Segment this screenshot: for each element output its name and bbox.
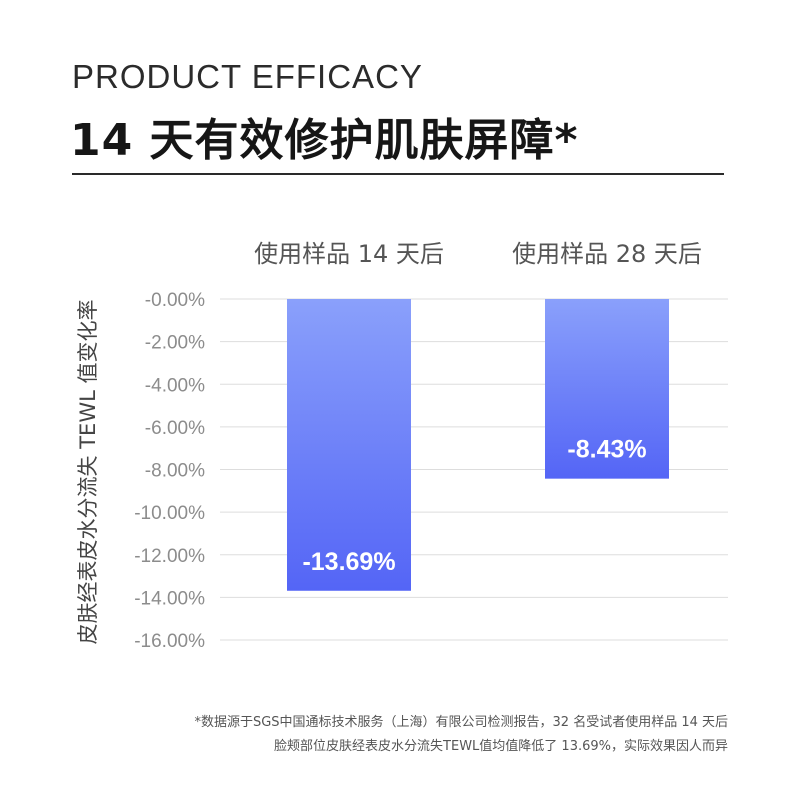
bar (545, 299, 669, 479)
y-tick-label: -8.00% (145, 461, 205, 482)
y-tick-label: -0.00% (145, 290, 205, 311)
data-label: -8.43% (567, 436, 646, 464)
footnote-line-2: 脸颊部位皮肤经表皮水分流失TEWL值均值降低了 13.69%，实际效果因人而异 (274, 739, 728, 754)
title-divider (72, 173, 724, 175)
y-axis-label: 皮肤经表皮水分流失 TEWL 值变化率 (76, 300, 100, 645)
y-tick-label: -4.00% (145, 375, 205, 396)
y-tick-label: -14.00% (134, 588, 205, 609)
y-tick-label: -2.00% (145, 333, 205, 354)
bar (287, 299, 411, 591)
category-label: 使用样品 14 天后 (254, 240, 444, 268)
y-tick-label: -16.00% (134, 631, 205, 652)
page-title: 14 天有效修护肌肤屏障* (70, 115, 579, 166)
bar-chart: -0.00% -2.00% -4.00% -6.00% -8.00% -10.00% -12… (76, 240, 728, 652)
y-tick-label: -6.00% (145, 418, 205, 439)
data-label: -13.69% (302, 548, 395, 576)
y-tick-label: -10.00% (134, 503, 205, 524)
y-tick-label: -12.00% (134, 546, 205, 567)
section-kicker: PRODUCT EFFICACY (72, 58, 423, 95)
footnote-line-1: *数据源于SGS中国通标技术服务（上海）有限公司检测报告，32 名受试者使用样品… (194, 715, 728, 730)
category-label: 使用样品 28 天后 (512, 240, 702, 268)
